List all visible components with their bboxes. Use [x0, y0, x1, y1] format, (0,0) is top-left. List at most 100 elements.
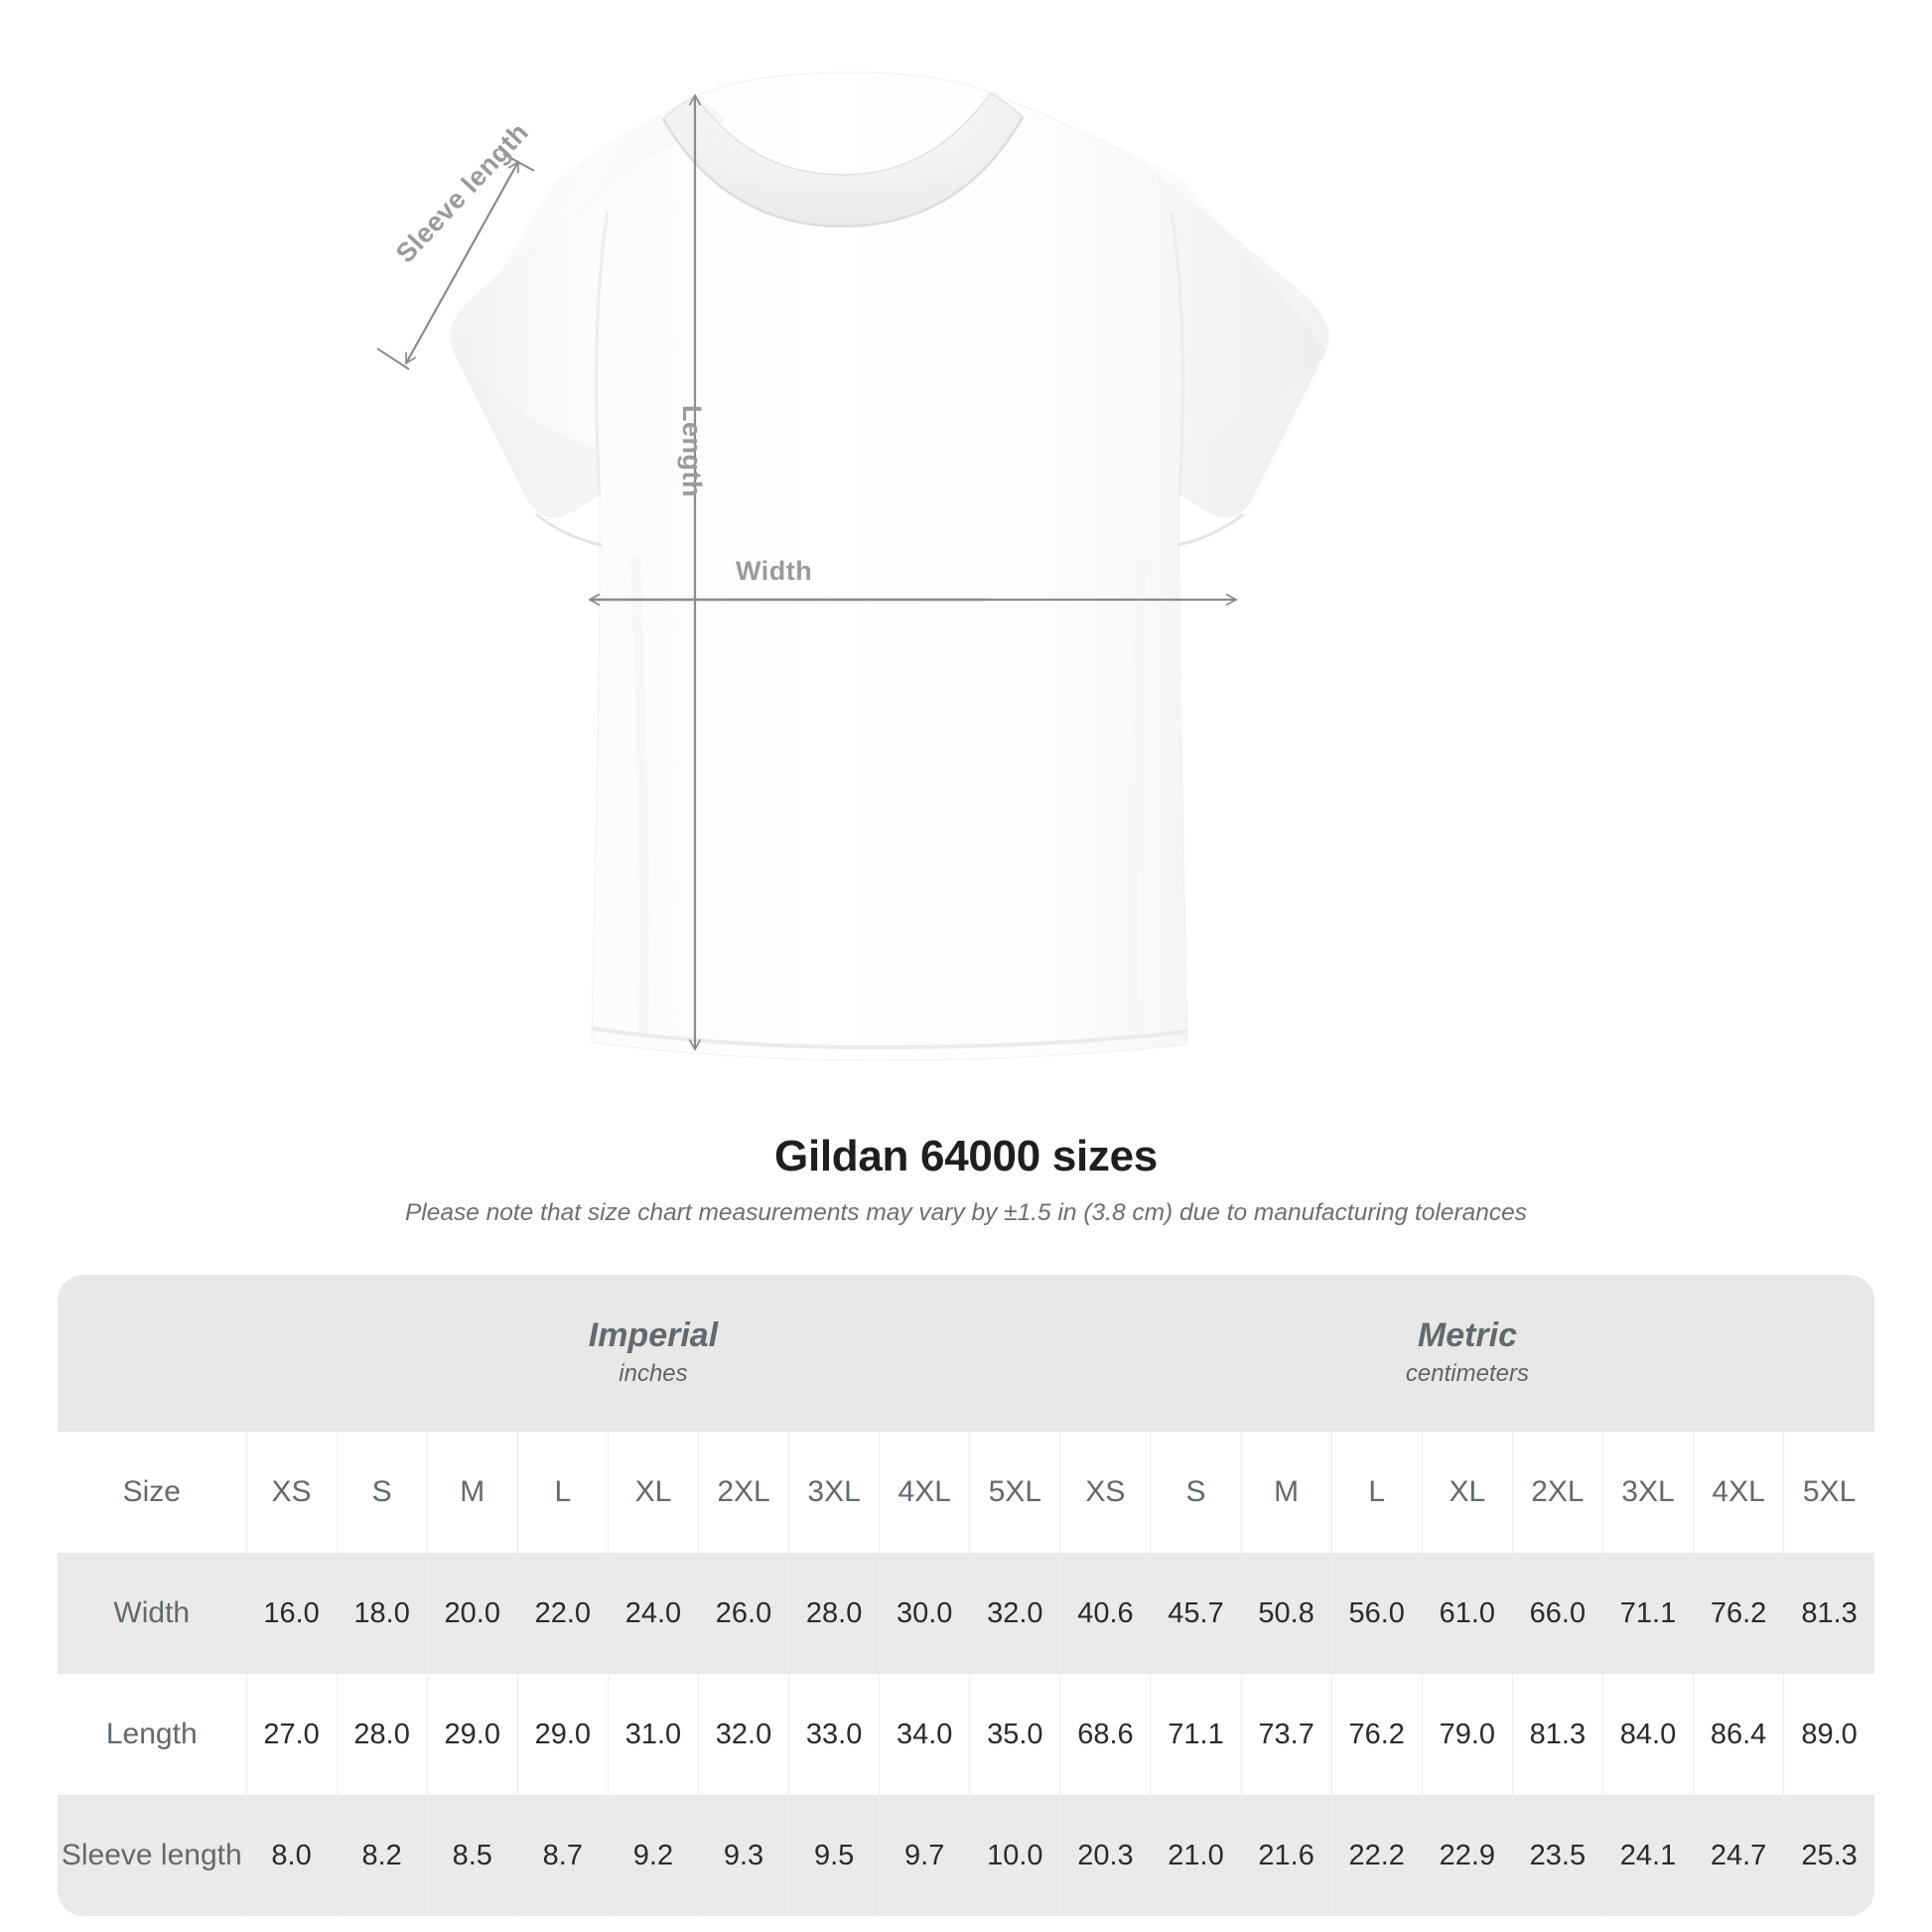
tshirt-fold-left [630, 555, 649, 1034]
cell-length-imperial-3xl: 33.0 [788, 1674, 880, 1795]
size-col-metric-l: L [1330, 1432, 1423, 1553]
tshirt-sleeve-hem-left [535, 512, 603, 547]
cell-sleeve-imperial-xs: 8.0 [245, 1795, 338, 1916]
table-row-size: Size XS S M L XL 2XL 3XL 4XL 5XL XS S M … [58, 1432, 1874, 1553]
cell-length-metric-3xl: 84.0 [1601, 1674, 1694, 1795]
tshirt-sleeve-hem-right [1176, 512, 1244, 547]
cell-sleeve-imperial-4xl: 9.7 [879, 1795, 970, 1916]
size-col-metric-3xl: 3XL [1601, 1432, 1694, 1553]
size-col-metric-xs: XS [1059, 1432, 1151, 1553]
cell-length-metric-xs: 68.6 [1059, 1674, 1151, 1795]
size-col-imperial-s: S [336, 1432, 428, 1553]
table-row-sleeve-length: Sleeve length 8.0 8.2 8.5 8.7 9.2 9.3 9.… [58, 1795, 1874, 1916]
cell-length-metric-s: 71.1 [1150, 1674, 1242, 1795]
size-col-metric-s: S [1150, 1432, 1242, 1553]
page-title: Gildan 64000 sizes [774, 1132, 1158, 1180]
unit-name-metric: Metric [1417, 1315, 1518, 1354]
cell-width-imperial-3xl: 28.0 [788, 1553, 880, 1674]
tshirt-collar-inner-edge [661, 116, 1025, 228]
cell-sleeve-metric-5xl: 25.3 [1783, 1795, 1874, 1916]
cell-length-metric-2xl: 81.3 [1511, 1674, 1603, 1795]
cell-width-metric-xs: 40.6 [1059, 1553, 1151, 1674]
table-row-width: Width 16.0 18.0 20.0 22.0 24.0 26.0 28.0… [58, 1553, 1874, 1674]
cell-width-metric-l: 56.0 [1330, 1553, 1423, 1674]
tshirt-sleeve-right-lower [1179, 349, 1326, 517]
size-col-imperial-4xl: 4XL [879, 1432, 970, 1553]
unit-name-imperial: Imperial [588, 1315, 719, 1354]
cell-length-imperial-s: 28.0 [336, 1674, 428, 1795]
cell-sleeve-imperial-xl: 9.2 [607, 1795, 699, 1916]
cell-sleeve-imperial-5xl: 10.0 [969, 1795, 1060, 1916]
length-label: Length [677, 405, 707, 497]
tshirt-diagram [376, 71, 1329, 1061]
cell-sleeve-metric-m: 21.6 [1240, 1795, 1332, 1916]
size-col-imperial-xs: XS [245, 1432, 338, 1553]
size-col-imperial-3xl: 3XL [788, 1432, 880, 1553]
table-row-length: Length 27.0 28.0 29.0 29.0 31.0 32.0 33.… [58, 1674, 1874, 1795]
cell-width-metric-xl: 61.0 [1421, 1553, 1513, 1674]
cell-sleeve-imperial-3xl: 9.5 [788, 1795, 880, 1916]
cell-length-imperial-5xl: 35.0 [969, 1674, 1060, 1795]
tshirt-seam-left [595, 211, 610, 497]
unit-header-row: Imperial inches Metric centimeters [58, 1275, 1874, 1432]
cell-width-metric-m: 50.8 [1240, 1553, 1332, 1674]
size-col-imperial-5xl: 5XL [969, 1432, 1060, 1553]
unit-header-blank [58, 1275, 247, 1432]
cell-width-imperial-m: 20.0 [426, 1553, 518, 1674]
cell-sleeve-imperial-l: 8.7 [516, 1795, 609, 1916]
cell-width-metric-5xl: 81.3 [1783, 1553, 1874, 1674]
tshirt-fold-right [1128, 555, 1147, 1034]
sleeve-tick-bottom [376, 347, 410, 370]
measurement-guides [376, 93, 1238, 1051]
cell-sleeve-metric-xs: 20.3 [1059, 1795, 1151, 1916]
tshirt-bottom-hem [591, 1027, 1188, 1050]
size-chart-table-wrap: Imperial inches Metric centimeters Size … [58, 1275, 1874, 1916]
size-col-imperial-xl: XL [607, 1432, 699, 1553]
size-col-metric-2xl: 2XL [1511, 1432, 1603, 1553]
cell-length-metric-l: 76.2 [1330, 1674, 1423, 1795]
cell-width-metric-2xl: 66.0 [1511, 1553, 1603, 1674]
cell-length-metric-m: 73.7 [1240, 1674, 1332, 1795]
cell-sleeve-metric-4xl: 24.7 [1693, 1795, 1784, 1916]
cell-width-imperial-s: 18.0 [336, 1553, 428, 1674]
unit-header-imperial: Imperial inches [246, 1275, 1060, 1432]
size-col-metric-m: M [1240, 1432, 1332, 1553]
cell-sleeve-metric-3xl: 24.1 [1601, 1795, 1694, 1916]
cell-length-imperial-2xl: 32.0 [697, 1674, 789, 1795]
tshirt-graphic [450, 71, 1329, 1061]
sleeve-tick-top [502, 153, 535, 172]
title-block: Gildan 64000 sizes Please note that size… [0, 1132, 1932, 1227]
tshirt-sleeve-left-lower [453, 349, 600, 517]
size-col-imperial-m: M [426, 1432, 518, 1553]
size-col-metric-4xl: 4XL [1693, 1432, 1784, 1553]
unit-sub-imperial: inches [619, 1360, 688, 1388]
width-label: Width [736, 556, 813, 586]
cell-width-imperial-2xl: 26.0 [697, 1553, 789, 1674]
size-col-metric-xl: XL [1421, 1432, 1513, 1553]
row-header-size: Size [58, 1432, 247, 1553]
cell-width-metric-4xl: 76.2 [1693, 1553, 1784, 1674]
cell-length-imperial-m: 29.0 [426, 1674, 518, 1795]
cell-length-imperial-xs: 27.0 [245, 1674, 338, 1795]
cell-length-metric-4xl: 86.4 [1693, 1674, 1784, 1795]
unit-sub-metric: centimeters [1405, 1360, 1529, 1388]
size-col-imperial-l: L [516, 1432, 609, 1553]
size-col-metric-5xl: 5XL [1783, 1432, 1874, 1553]
cell-length-metric-5xl: 89.0 [1783, 1674, 1874, 1795]
cell-length-imperial-xl: 31.0 [607, 1674, 699, 1795]
cell-sleeve-metric-s: 21.0 [1150, 1795, 1242, 1916]
cell-width-metric-s: 45.7 [1150, 1553, 1242, 1674]
cell-sleeve-imperial-2xl: 9.3 [697, 1795, 789, 1916]
cell-length-metric-xl: 79.0 [1421, 1674, 1513, 1795]
cell-sleeve-metric-2xl: 23.5 [1511, 1795, 1603, 1916]
cell-width-imperial-xl: 24.0 [607, 1553, 699, 1674]
size-chart-table: Imperial inches Metric centimeters Size … [58, 1275, 1874, 1916]
row-header-width: Width [58, 1553, 247, 1674]
cell-width-metric-3xl: 71.1 [1601, 1553, 1694, 1674]
tolerance-note: Please note that size chart measurements… [404, 1199, 1528, 1226]
tshirt-illustration: Sleeve length Length Width [376, 71, 1329, 1061]
unit-header-metric: Metric centimeters [1059, 1275, 1874, 1432]
cell-length-imperial-l: 29.0 [516, 1674, 609, 1795]
cell-length-imperial-4xl: 34.0 [879, 1674, 970, 1795]
cell-sleeve-metric-l: 22.2 [1330, 1795, 1423, 1916]
